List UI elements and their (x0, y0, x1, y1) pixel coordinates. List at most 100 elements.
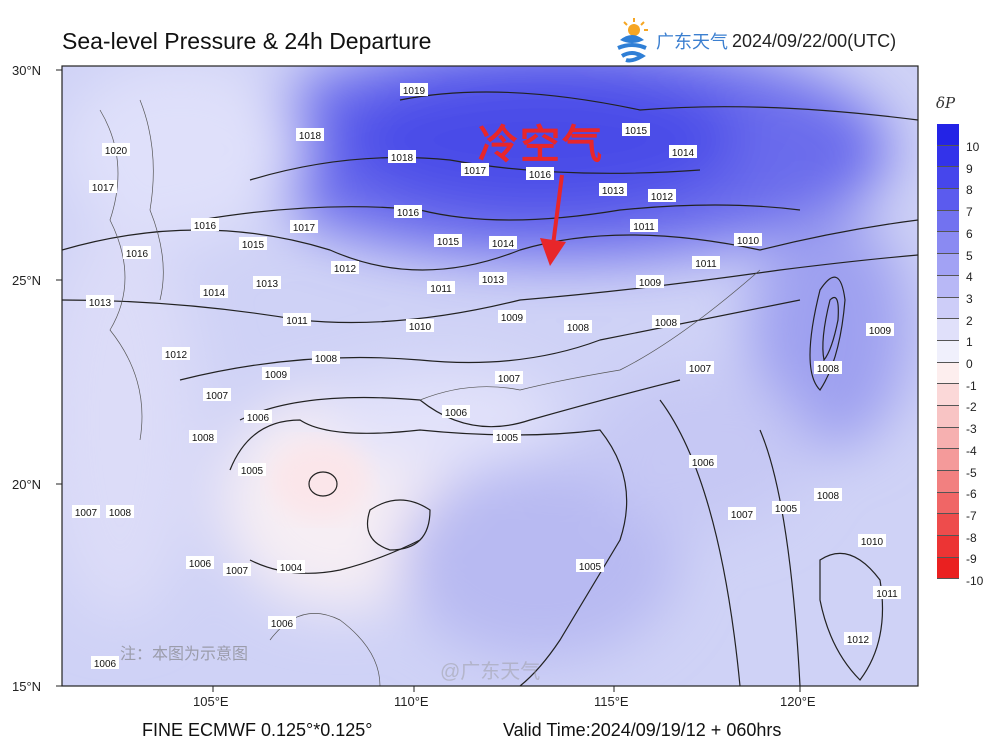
colorbar-swatch (937, 232, 959, 255)
colorbar-swatch (937, 145, 959, 168)
isobar-label: 1011 (876, 589, 898, 600)
cold-air-annotation: 冷空气 (478, 123, 604, 167)
isobar-label: 1015 (242, 240, 265, 251)
isobar-label: 1006 (271, 619, 294, 630)
colorbar-label: -1 (966, 378, 977, 393)
lat-label: 20°N (12, 477, 42, 492)
brand: 广东天气 2024/09/22/00(UTC) (612, 18, 896, 64)
isobar-label: 1010 (737, 236, 760, 247)
isobar-label-bg (102, 143, 130, 156)
isobar-label: 1005 (775, 504, 798, 515)
forecast-datetime: 2024/09/22/00(UTC) (732, 30, 897, 51)
colorbar-label: -8 (966, 530, 977, 545)
colorbar-swatch (937, 124, 959, 146)
isobar-label-bg (495, 371, 523, 384)
isobar-label-bg (526, 167, 554, 180)
isobar-label-bg (772, 501, 800, 514)
isobar-label-bg (106, 505, 134, 518)
colorbar-label: -6 (966, 487, 977, 502)
isobar-label: 1016 (194, 221, 217, 232)
isobar-label-bg (244, 410, 272, 423)
isobar-label-bg (400, 83, 428, 96)
lat-label: 15°N (12, 679, 42, 694)
colorbar-swatch (937, 514, 959, 537)
isobar-label-bg (844, 632, 872, 645)
colorbar-swatch (937, 254, 959, 276)
isobar-label: 1012 (165, 350, 188, 361)
isobar-label-bg (268, 616, 296, 629)
isobar-label-bg (331, 261, 359, 274)
isobar-label: 1006 (94, 659, 117, 670)
colorbar-swatch (937, 405, 959, 428)
colorbar-label: 4 (966, 270, 973, 285)
isobar-label-bg (479, 272, 507, 285)
isobar-label-bg (814, 361, 842, 374)
isobar-label: 1019 (403, 86, 426, 97)
isobar-label: 1018 (391, 153, 414, 164)
isobar-label-bg (296, 128, 324, 141)
cold-air-arrow (540, 174, 566, 266)
isobar-label: 1005 (496, 433, 519, 444)
isobar-label-bg (406, 319, 434, 332)
colorbar-swatch (937, 384, 959, 406)
isobar-label: 1013 (482, 275, 505, 286)
colorbar (937, 124, 959, 580)
isobar-label: 1006 (445, 408, 468, 419)
colorbar-swatch (937, 536, 959, 558)
isobar-label-bg (728, 507, 756, 520)
isobar-label: 1008 (817, 364, 840, 375)
isobar-label-bg (576, 559, 604, 572)
isobar-label-bg (630, 219, 658, 232)
isobar-label: 1012 (847, 635, 870, 646)
isobar-label-bg (388, 150, 416, 163)
isobar-label: 1011 (430, 284, 452, 295)
isobar-label-bg (239, 237, 267, 250)
isobar-label-bg (622, 123, 650, 136)
isobar-label-bg (689, 455, 717, 468)
isobar-label-bg (312, 351, 340, 364)
isobar-label: 1007 (75, 508, 98, 519)
isobar-label: 1011 (286, 316, 308, 327)
colorbar-label: -4 (966, 443, 977, 458)
isobar-label: 1012 (334, 264, 357, 275)
isobar-label: 1016 (529, 170, 552, 181)
colorbar-swatch (937, 449, 959, 471)
isobar-label-bg (866, 323, 894, 336)
isobar-label-bg (873, 586, 901, 599)
isobar-label: 1004 (280, 563, 303, 574)
isobar-label-bg (89, 180, 117, 193)
colorbar-swatch (937, 319, 959, 341)
isobar-label-bg (686, 361, 714, 374)
isobar-label: 1015 (437, 237, 460, 248)
isobar-label: 1011 (695, 259, 717, 270)
isobar-label: 1017 (464, 166, 487, 177)
isobar-label: 1014 (203, 288, 226, 299)
isobar-label-bg (283, 313, 311, 326)
isobar-label: 1008 (109, 508, 132, 519)
isobar-label: 1009 (639, 278, 662, 289)
colorbar-swatch (937, 210, 959, 233)
isobar-label: 1009 (265, 370, 288, 381)
isobar-label: 1007 (226, 566, 249, 577)
valid-time: Valid Time:2024/09/19/12 + 060hrs (503, 720, 782, 740)
colorbar-label: 8 (966, 183, 973, 198)
colorbar-swatch (937, 189, 959, 211)
isobar-label-bg (652, 315, 680, 328)
isobar-label: 1011 (633, 222, 655, 233)
isobar-label: 1006 (692, 458, 715, 469)
isobar-label-bg (814, 488, 842, 501)
isobar-label: 1008 (315, 354, 338, 365)
isobar-label-bg (72, 505, 100, 518)
isobar-label-bg (203, 388, 231, 401)
isobar-label-bg (599, 183, 627, 196)
sun-cloud-logo-icon (617, 18, 648, 63)
isobar-label-bg (394, 205, 422, 218)
colorbar-label: -7 (966, 508, 977, 523)
isobar-label-bg (253, 276, 281, 289)
isobar-label: 1010 (861, 537, 884, 548)
colorbar-label: 10 (966, 140, 980, 154)
lon-label: 115°E (594, 694, 629, 709)
isobar-label: 1014 (492, 239, 515, 250)
colorbar-label: 6 (966, 226, 973, 241)
